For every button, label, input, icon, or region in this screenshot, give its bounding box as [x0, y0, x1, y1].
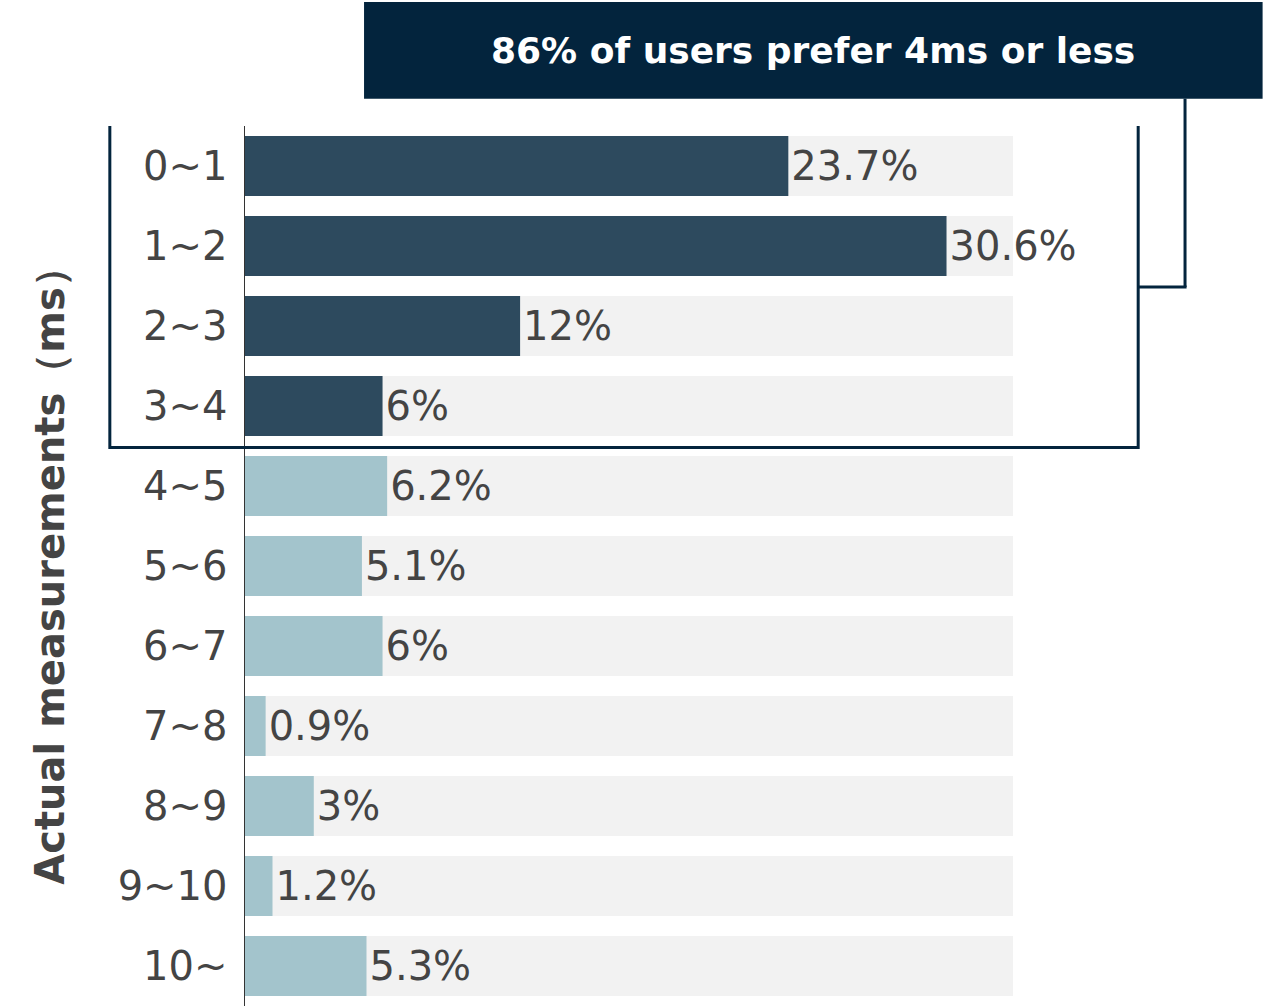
svg-text:6~7: 6~7 [143, 623, 227, 669]
svg-text:7~8: 7~8 [143, 703, 227, 749]
svg-text:6%: 6% [386, 383, 449, 429]
svg-text:3~4: 3~4 [143, 383, 227, 429]
svg-text:5.3%: 5.3% [370, 943, 472, 989]
svg-text:1.2%: 1.2% [276, 863, 378, 909]
svg-text:3%: 3% [317, 783, 380, 829]
svg-text:9~10: 9~10 [118, 863, 228, 909]
svg-text:5~6: 5~6 [143, 543, 227, 589]
svg-text:10~: 10~ [143, 943, 227, 989]
svg-text:1~2: 1~2 [143, 223, 227, 269]
svg-text:4~5: 4~5 [143, 463, 227, 509]
svg-text:5.1%: 5.1% [365, 543, 467, 589]
svg-text:0.9%: 0.9% [269, 703, 371, 749]
svg-text:6.2%: 6.2% [390, 463, 492, 509]
svg-text:30.6%: 30.6% [950, 223, 1077, 269]
svg-text:Actual measurements（ms）: Actual measurements（ms） [27, 247, 73, 885]
svg-text:23.7%: 23.7% [791, 143, 918, 189]
svg-text:12%: 12% [523, 303, 612, 349]
svg-text:6%: 6% [386, 623, 449, 669]
svg-text:8~9: 8~9 [143, 783, 227, 829]
svg-text:0~1: 0~1 [143, 143, 227, 189]
svg-text:86% of users prefer 4ms or les: 86% of users prefer 4ms or less [491, 30, 1135, 71]
svg-text:2~3: 2~3 [143, 303, 227, 349]
